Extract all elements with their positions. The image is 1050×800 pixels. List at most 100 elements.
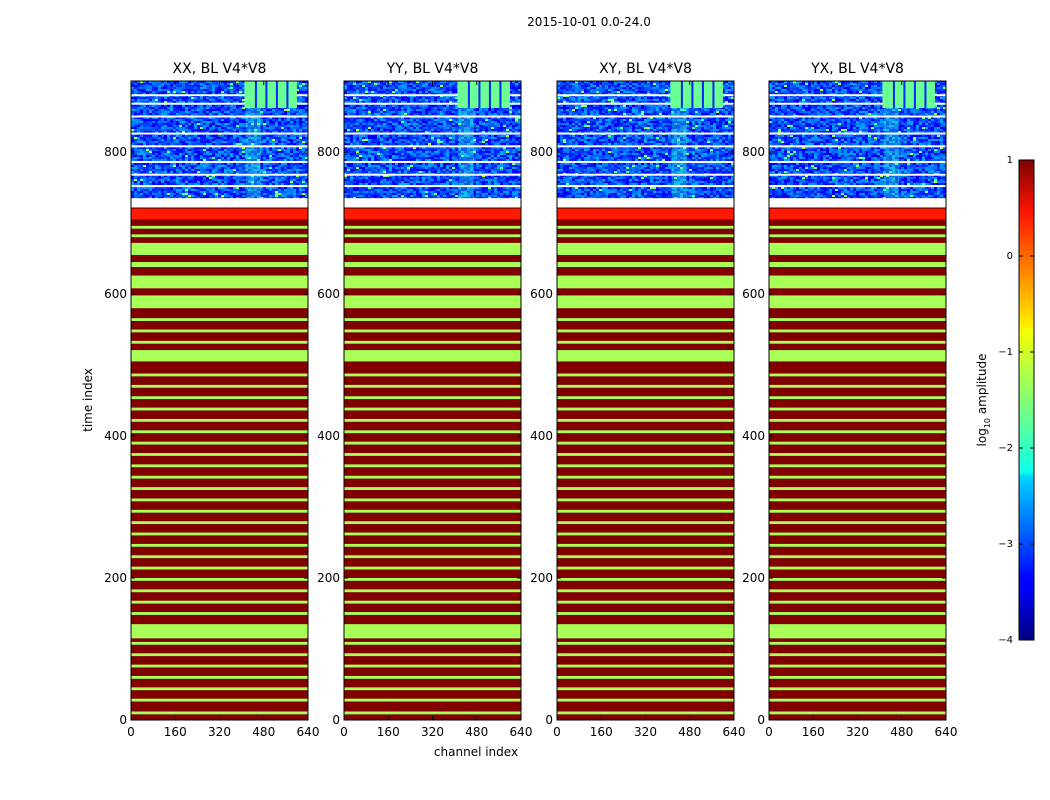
heatmap-noise-cell <box>230 121 233 123</box>
heatmap-noise-cell <box>365 119 368 121</box>
heatmap-noise-cell <box>266 117 269 119</box>
heatmap-noise-cell <box>236 181 239 183</box>
heatmap-noise-cell <box>506 109 509 111</box>
heatmap-noise-cell <box>425 97 428 99</box>
heatmap-noise-cell <box>284 179 287 181</box>
heatmap-noise-cell <box>275 139 278 141</box>
heatmap-noise-cell <box>452 89 455 91</box>
heatmap-noise-cell <box>206 93 209 95</box>
heatmap-noise-cell <box>305 131 308 133</box>
heatmap-noise-cell <box>431 119 434 121</box>
heatmap-noise-cell <box>269 129 272 131</box>
heatmap-noise-cell <box>152 177 155 179</box>
heatmap-noise-cell <box>401 105 404 107</box>
heatmap-noise-cell <box>296 123 299 125</box>
heatmap-noise-cell <box>437 119 440 121</box>
heatmap-noise-cell <box>479 113 482 115</box>
heatmap-noise-cell <box>188 143 191 145</box>
heatmap-noise-cell <box>194 119 197 121</box>
heatmap-noise-cell <box>440 113 443 115</box>
heatmap-noise-cell <box>161 81 164 83</box>
heatmap-noise-cell <box>395 107 398 109</box>
heatmap-noise-cell <box>428 117 431 119</box>
heatmap-noise-cell <box>293 121 296 123</box>
heatmap-noise-cell <box>230 165 233 167</box>
heatmap-noise-cell <box>197 113 200 115</box>
heatmap-noise-cell <box>458 121 461 123</box>
heatmap-noise-cell <box>362 119 365 121</box>
heatmap-noise-cell <box>197 81 200 83</box>
heatmap-noise-cell <box>158 101 161 103</box>
heatmap-noise-cell <box>401 119 404 121</box>
heatmap-noise-cell <box>419 107 422 109</box>
heatmap-noise-cell <box>242 141 245 143</box>
heatmap-noise-cell <box>239 179 242 181</box>
heatmap-noise-cell <box>413 121 416 123</box>
heatmap-noise-cell <box>218 193 221 195</box>
heatmap-noise-cell <box>224 155 227 157</box>
heatmap-noise-cell <box>377 87 380 89</box>
heatmap-noise-cell <box>161 123 164 125</box>
heatmap-noise-cell <box>257 181 260 183</box>
heatmap-noise-cell <box>434 99 437 101</box>
heatmap-noise-cell <box>173 151 176 153</box>
heatmap-noise-cell <box>158 113 161 115</box>
heatmap-noise-cell <box>368 125 371 127</box>
heatmap-noise-cell <box>296 171 299 173</box>
heatmap-noise-cell <box>431 121 434 123</box>
heatmap-noise-cell <box>443 89 446 91</box>
heatmap-noise-cell <box>344 99 347 101</box>
heatmap-noise-cell <box>344 87 347 89</box>
heatmap-noise-cell <box>380 113 383 115</box>
heatmap-noise-cell <box>140 153 143 155</box>
heatmap-noise-cell <box>386 81 389 83</box>
heatmap-noise-cell <box>218 117 221 119</box>
heatmap-noise-cell <box>173 119 176 121</box>
heatmap-noise-cell <box>446 107 449 109</box>
heatmap-noise-cell <box>176 123 179 125</box>
heatmap-noise-cell <box>215 129 218 131</box>
heatmap-noise-cell <box>365 105 368 107</box>
heatmap-noise-cell <box>485 119 488 121</box>
heatmap-noise-cell <box>179 97 182 99</box>
heatmap-noise-cell <box>149 121 152 123</box>
heatmap-noise-cell <box>302 93 305 95</box>
heatmap-noise-cell <box>146 81 149 83</box>
heatmap-noise-cell <box>386 125 389 127</box>
heatmap-noise-cell <box>242 87 245 89</box>
heatmap-noise-cell <box>275 127 278 129</box>
heatmap-noise-cell <box>305 153 308 155</box>
heatmap-noise-cell <box>239 97 242 99</box>
heatmap-noise-cell <box>173 181 176 183</box>
heatmap-noise-cell <box>347 99 350 101</box>
heatmap-noise-cell <box>137 131 140 133</box>
heatmap-noise-cell <box>410 89 413 91</box>
heatmap-band <box>131 396 308 400</box>
heatmap-noise-cell <box>188 193 191 195</box>
heatmap-noise-cell <box>509 89 512 91</box>
heatmap-noise-cell <box>194 147 197 149</box>
heatmap-noise-cell <box>254 193 257 195</box>
heatmap-noise-cell <box>305 183 308 185</box>
heatmap-noise-cell <box>233 191 236 193</box>
heatmap-noise-cell <box>374 89 377 91</box>
heatmap-noise-cell <box>269 139 272 141</box>
heatmap-noise-cell <box>152 143 155 145</box>
heatmap-noise-cell <box>149 191 152 193</box>
heatmap-noise-cell <box>191 191 194 193</box>
heatmap-noise-cell <box>173 83 176 85</box>
heatmap-noise-cell <box>347 113 350 115</box>
heatmap-noise-cell <box>260 165 263 167</box>
heatmap-noise-cell <box>194 143 197 145</box>
heatmap-noise-cell <box>272 121 275 123</box>
heatmap-noise-cell <box>167 135 170 137</box>
heatmap-noise-cell <box>299 163 302 165</box>
heatmap-noise-cell <box>272 171 275 173</box>
heatmap-noise-cell <box>500 119 503 121</box>
heatmap-noise-cell <box>137 117 140 119</box>
heatmap-noise-cell <box>209 99 212 101</box>
heatmap-noise-cell <box>371 85 374 87</box>
heatmap-noise-cell <box>242 149 245 151</box>
heatmap-noise-cell <box>371 97 374 99</box>
heatmap-noise-cell <box>218 187 221 189</box>
